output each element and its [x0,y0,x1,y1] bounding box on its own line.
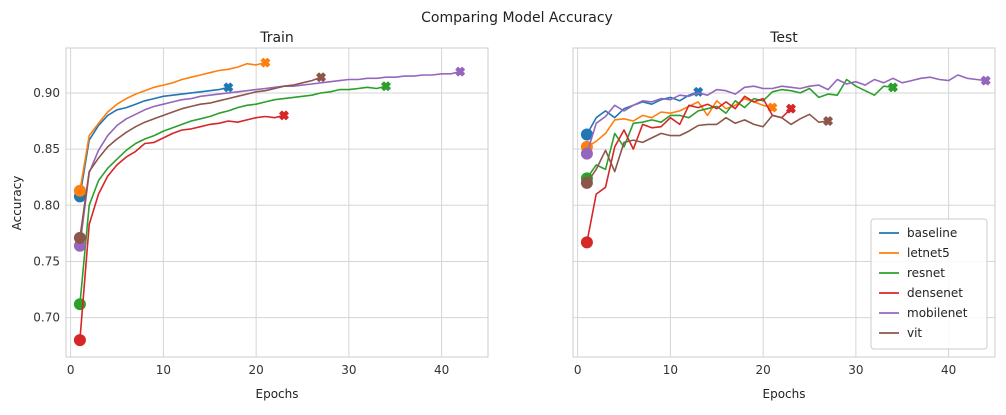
test-baseline-start-point [580,128,593,141]
test-baseline-line [586,91,699,135]
train-letnet5-line [79,61,266,191]
test-densenet-line [586,95,792,243]
test-mobilenet-line [586,74,986,154]
train-y-tick-label: 0.85 [33,142,60,156]
train-x-tick-label: 30 [341,363,356,377]
train-series-letnet5 [73,57,271,197]
train-axes-frame [65,47,489,358]
train-plot-title: Train [259,30,294,46]
train-vit-start-point [73,231,86,244]
test-vit-line [586,113,829,184]
train-x-tick-label: 0 [67,363,75,377]
test-vit-start-point [580,176,593,189]
train-mobilenet-end-point [455,66,465,77]
test-plot: Test Epochs 0 10 20 30 40 baseline letnet5 resn… [572,30,996,401]
train-x-tick-label: 10 [156,363,171,377]
train-series-resnet [73,81,391,311]
train-y-tick-label: 0.70 [33,311,60,325]
test-series-letnet5 [580,97,778,153]
legend-label-densenet: densenet [907,286,963,300]
test-series-densenet [580,95,796,249]
train-densenet-end-point [279,110,289,121]
train-resnet-end-point [381,81,391,92]
test-resnet-end-point [888,82,898,93]
test-series-resnet [580,78,898,185]
test-x-tick-label: 40 [941,363,956,377]
test-plot-title: Test [769,30,798,46]
test-resnet-line [586,78,894,179]
train-resnet-start-point [73,298,86,311]
test-series-vit [580,113,833,189]
legend-label-baseline: baseline [907,226,957,240]
train-letnet5-start-point [73,184,86,197]
train-grid [66,48,488,357]
test-x-tick-label: 10 [663,363,678,377]
legend-label-mobilenet: mobilenet [907,306,968,320]
train-vit-end-point [316,72,326,83]
test-x-axis-label: Epochs [763,387,806,401]
train-vit-line [79,76,322,239]
train-y-axis-label: Accuracy [10,176,24,231]
train-y-tick-label: 0.75 [33,254,60,268]
test-mobilenet-start-point [580,147,593,160]
train-densenet-start-point [73,334,86,347]
train-mobilenet-line [79,70,461,246]
train-plot: Train Epochs Accuracy 0 10 20 30 40 0.70 0.75 0… [10,30,489,401]
test-legend: baseline letnet5 resnet densenet mobilenet vi… [870,218,988,350]
legend-box [870,218,988,350]
train-densenet-line [79,114,285,341]
test-series-mobilenet [580,74,991,160]
test-x-tick-label: 0 [574,363,582,377]
train-baseline-end-point [223,82,234,93]
test-vit-end-point [823,116,833,126]
train-baseline-line [79,86,229,197]
train-y-tick-label: 0.80 [33,198,60,212]
legend-label-letnet5: letnet5 [907,246,950,260]
legend-label-resnet: resnet [907,266,945,280]
test-mobilenet-end-point [980,75,991,86]
train-y-tick-label: 0.90 [33,86,60,100]
legend-label-vit: vit [907,326,922,340]
train-x-tick-label: 40 [434,363,449,377]
train-x-axis-label: Epochs [256,387,299,401]
test-letnet5-end-point [767,102,778,113]
test-x-tick-label: 30 [848,363,863,377]
test-x-tick-label: 20 [755,363,770,377]
train-resnet-line [79,85,387,305]
test-densenet-end-point [786,103,796,114]
test-densenet-start-point [580,236,593,249]
train-letnet5-end-point [260,57,271,68]
test-axes-frame [572,47,996,358]
figure-title: Comparing Model Accuracy [421,10,613,26]
test-series-baseline [580,87,704,141]
train-series-vit [73,72,326,244]
train-x-tick-label: 20 [248,363,263,377]
train-series-densenet [73,110,289,347]
